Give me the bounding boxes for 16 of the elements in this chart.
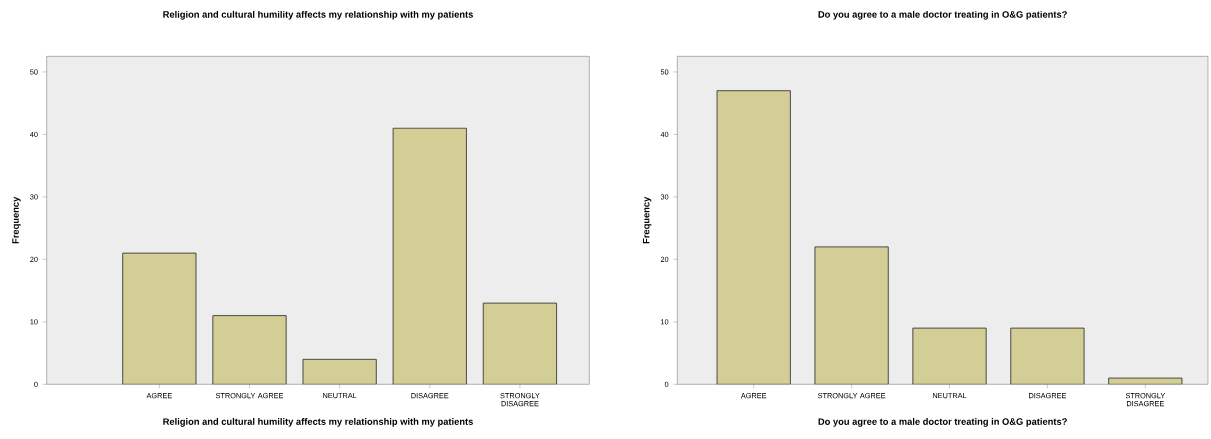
chart-title: Do you agree to a male doctor treating in O&G patients?	[818, 10, 1067, 20]
x-axis-title: Religion and cultural humility affects my relationship with my patients	[163, 418, 473, 427]
bar	[212, 315, 287, 385]
bar	[912, 327, 987, 385]
x-axis-title: Do you agree to a male doctor treating in O&G patients?	[818, 418, 1067, 427]
bar	[482, 302, 557, 385]
bar	[1108, 377, 1183, 385]
bar	[716, 90, 791, 385]
y-axis-title: Frequency	[642, 196, 652, 244]
bar	[393, 128, 467, 385]
bar	[814, 246, 889, 385]
bar	[1010, 327, 1085, 385]
chart-title: Religion and cultural humility affects my relationship with my patients	[163, 10, 473, 20]
bar	[122, 253, 197, 385]
y-axis-title: Frequency	[12, 196, 21, 244]
bar	[302, 359, 377, 385]
